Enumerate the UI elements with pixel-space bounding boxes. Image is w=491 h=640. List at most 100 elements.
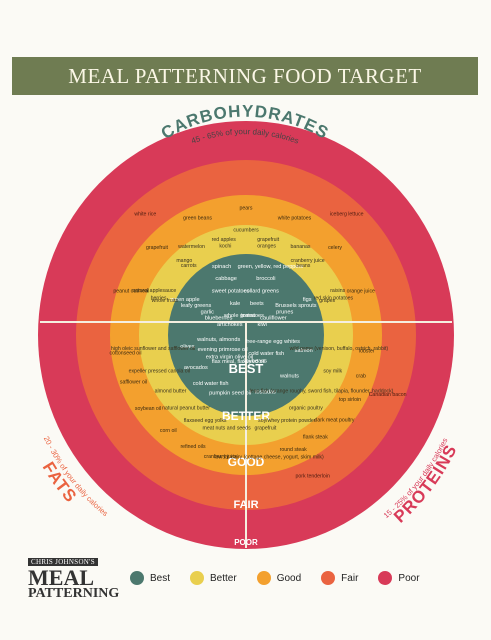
carb-better-item: raisins [330, 288, 345, 294]
carb-best-item: spinach [212, 264, 231, 270]
fat-best-item: extra virgin olive oil [206, 354, 254, 360]
carb-best-item: sweet potatoes [212, 289, 250, 295]
fat-better-item: natural peanut butter [162, 406, 210, 412]
fat-best-item: evening primrose oil [198, 347, 248, 353]
protein-best-item: salmon [295, 348, 313, 354]
carb-good-item: green beans [183, 216, 212, 222]
carb-good-item: white potatoes [278, 216, 312, 222]
carb-better-item: oranges [257, 244, 276, 250]
protein-fair-item: pork tenderloin [296, 473, 330, 479]
carb-better-item: red apples [212, 237, 237, 243]
protein-best-item: walnuts [279, 374, 299, 380]
carb-best-item: cauliflower [260, 316, 287, 322]
carb-good-item: celery [328, 245, 342, 251]
carb-best-item: leafy greens [181, 303, 212, 309]
page-title: MEAL PATTERNING FOOD TARGET [68, 63, 422, 88]
fat-best-item: cold water fish [193, 381, 229, 387]
legend-item-poor: Poor [378, 571, 420, 585]
carb-good-item: grapefruit [146, 245, 168, 251]
fat-best-item: pumpkin seed oil [209, 391, 251, 397]
logo-line-2: PATTERNING [28, 586, 120, 601]
legend-item-fair: Fair [321, 571, 358, 585]
carb-good-item: orange juice [347, 289, 375, 295]
protein-good-item: lobster [359, 348, 375, 354]
carb-fair-item: iceberg lettuce [330, 212, 364, 218]
fat-better-item: flaxseed egg yolks [184, 418, 227, 424]
carb-better-item: bananas [291, 244, 311, 250]
carb-better-item: whole fruits [152, 298, 179, 304]
carb-good-item: peanut oatmeal [113, 289, 149, 295]
carb-better-item: natural applesauce [132, 288, 176, 294]
logo-big-text: MEAL PATTERNING [28, 565, 138, 601]
carb-best-item: kale [230, 301, 240, 307]
ring-label-better: BETTER [222, 409, 270, 423]
carb-best-item: green apple [170, 297, 200, 303]
fat-good-item: corn oil [160, 428, 177, 434]
fat-best-item: avocados [184, 365, 208, 371]
fat-better-item: expeller pressed canola oil [129, 368, 190, 374]
carb-better-item: kochi [219, 244, 231, 250]
carb-better-item: cucumbers [233, 227, 259, 233]
protein-good-item: dark meat poultry [314, 418, 354, 424]
carb-better-item: carrots [181, 263, 197, 269]
protein-best-item: free-range egg whites [246, 339, 300, 345]
fat-better-item: meat nuts and seeds [203, 426, 252, 432]
fat-best-item: olives [180, 344, 195, 350]
brand-logo: CHRIS JOHNSON'S MEAL PATTERNING [28, 551, 138, 601]
protein-best-item: tostadas [255, 390, 276, 396]
carb-best-item: green, yellow, red peppers [238, 264, 304, 270]
ring-label-fair: FAIR [233, 499, 258, 511]
fat-good-item: soybean oil [135, 406, 161, 412]
carb-best-item: kiwi [258, 322, 267, 328]
carb-best-item: figs [303, 297, 312, 303]
legend-item-better: Better [190, 571, 237, 585]
legend-label: Fair [341, 572, 359, 584]
legend-swatch [256, 571, 271, 585]
legend-label: Best [150, 572, 171, 584]
carb-better-item: grapefruit [257, 237, 279, 243]
carb-best-item: Brussels sprouts [275, 303, 317, 309]
protein-better-item: lean fish (orange roughy, sword fish, ti… [250, 389, 394, 395]
carb-best-item: tomatoes [241, 313, 264, 319]
carb-better-item: berries [151, 295, 167, 301]
logo-line-1: MEAL [28, 565, 94, 590]
legend-label: Poor [398, 572, 420, 584]
fat-good-item: cottonseed oil [109, 351, 141, 357]
legend: Best Better Good Fair Poor [130, 568, 470, 588]
carb-best-item: prunes [276, 309, 293, 315]
legend-swatch [378, 571, 393, 585]
carb-best-item: beets [250, 301, 264, 307]
legend-label: Better [210, 572, 237, 584]
title-banner: MEAL PATTERNING FOOD TARGET [12, 57, 478, 95]
legend-swatch [321, 571, 336, 585]
protein-good-item: flank steak [303, 434, 328, 440]
carb-better-item: red skin potatoes [314, 295, 354, 301]
protein-best-item: soybeans [243, 358, 267, 364]
carb-better-item: watermelon [178, 244, 205, 250]
ring-label-good: GOOD [228, 455, 265, 469]
protein-better-item: grapefruit [254, 426, 276, 432]
ring-label-best: BEST [229, 361, 264, 376]
carb-best-item: broccoli [256, 276, 275, 282]
ring-label-poor: POOR [234, 538, 258, 547]
protein-good-item: low fat dairy (cottage cheese, yogurt, s… [214, 454, 324, 460]
protein-better-item: soy milk [323, 368, 342, 374]
fat-better-item: almond butter [155, 389, 187, 395]
protein-better-item: wild game (venison, buffalo, ostrich, ra… [290, 346, 389, 352]
protein-fair-item: Canadian bacon [369, 392, 407, 398]
fat-better-item: high oleic sunflower and safflower oil [111, 346, 195, 352]
fat-good-item: refined oils [180, 444, 205, 450]
fat-good-item: cranberry juice [204, 454, 238, 460]
carb-good-item: pears [240, 205, 253, 211]
carb-better-item: cranberry juice [291, 258, 325, 264]
legend-label: Good [276, 572, 302, 584]
protein-good-item: crab [356, 374, 366, 380]
carb-best-item: cabbage [215, 276, 236, 282]
carb-best-item: collard greens [244, 289, 279, 295]
carb-better-item: mango [176, 258, 192, 264]
protein-better-item: soy/whey protein powder [258, 418, 316, 424]
legend-item-best: Best [130, 571, 170, 585]
carb-best-item: blueberries [205, 316, 233, 322]
fat-good-item: safflower oil [120, 380, 147, 386]
